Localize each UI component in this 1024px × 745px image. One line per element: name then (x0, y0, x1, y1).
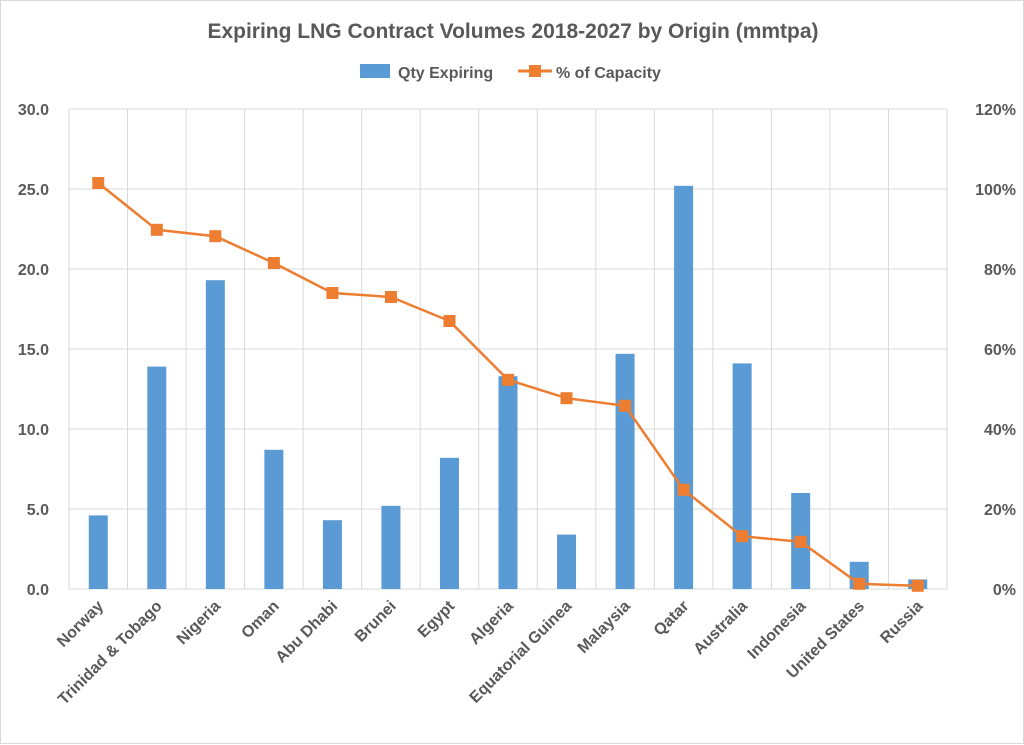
line-marker (443, 315, 456, 327)
bar (205, 280, 225, 589)
chart-title: Expiring LNG Contract Volumes 2018-2027 … (207, 20, 818, 43)
left-tick-label: 30.0 (18, 102, 49, 119)
line-marker (560, 392, 573, 405)
gridlines (68, 108, 948, 590)
left-tick-label: 15.0 (18, 342, 49, 359)
right-tick-label: 100% (975, 182, 1016, 199)
line-marker (911, 579, 924, 592)
category-label: Nigeria (174, 598, 224, 648)
left-tick-label: 0.0 (27, 582, 49, 599)
bar (88, 515, 108, 589)
line-marker (619, 399, 632, 412)
bar (147, 366, 167, 589)
left-axis: 0.0 5.0 10.0 15.0 20.0 25.0 30.0 (18, 102, 49, 599)
category-label: Qatar (651, 598, 693, 640)
right-tick-label: 20% (984, 502, 1016, 519)
category-label: Abu Dhabi (273, 598, 342, 667)
bar (439, 457, 459, 589)
legend-bar-swatch (360, 64, 390, 78)
line-marker (267, 257, 280, 269)
line-marker (794, 535, 807, 548)
line-marker (150, 223, 163, 236)
left-tick-label: 20.0 (18, 262, 49, 279)
bar (381, 505, 401, 589)
category-label: Trinidad & Tobago (55, 598, 166, 709)
bar (322, 520, 342, 589)
category-label: Australia (691, 598, 752, 659)
bar-series (88, 185, 928, 590)
line-marker (92, 177, 105, 189)
line-marker (677, 483, 690, 496)
legend-line-marker (529, 65, 541, 77)
category-label: Norway (54, 598, 107, 651)
line-marker (326, 287, 339, 299)
line-marker (209, 230, 222, 243)
bar (615, 353, 635, 589)
left-tick-label: 25.0 (18, 182, 49, 199)
bar (732, 363, 752, 589)
right-tick-label: 120% (975, 102, 1016, 119)
bar (264, 449, 284, 589)
line-marker (384, 291, 397, 303)
left-tick-label: 5.0 (27, 502, 49, 519)
category-label: Russia (877, 598, 926, 647)
line-marker (502, 373, 514, 386)
legend-line-label: % of Capacity (556, 65, 661, 82)
legend: Qty Expiring % of Capacity (360, 64, 661, 82)
line-series (92, 177, 924, 592)
right-tick-label: 60% (984, 342, 1016, 359)
category-label: Brunei (352, 598, 400, 646)
category-label: Algeria (466, 598, 516, 648)
legend-bar-label: Qty Expiring (398, 65, 493, 82)
left-tick-label: 10.0 (18, 422, 49, 439)
right-tick-label: 0% (993, 582, 1016, 599)
category-label: Oman (239, 598, 283, 642)
right-axis: 0% 20% 40% 60% 80% 100% 120% (975, 102, 1016, 599)
category-label: Egypt (415, 597, 459, 641)
line-marker (736, 530, 749, 543)
bar (557, 534, 577, 589)
right-tick-label: 40% (984, 422, 1016, 439)
bar (674, 185, 694, 590)
right-tick-label: 80% (984, 262, 1016, 279)
bar (498, 376, 518, 589)
category-label: Equatorial Guinea (467, 598, 576, 707)
category-label: Malaysia (575, 598, 634, 657)
line-marker (853, 577, 866, 590)
